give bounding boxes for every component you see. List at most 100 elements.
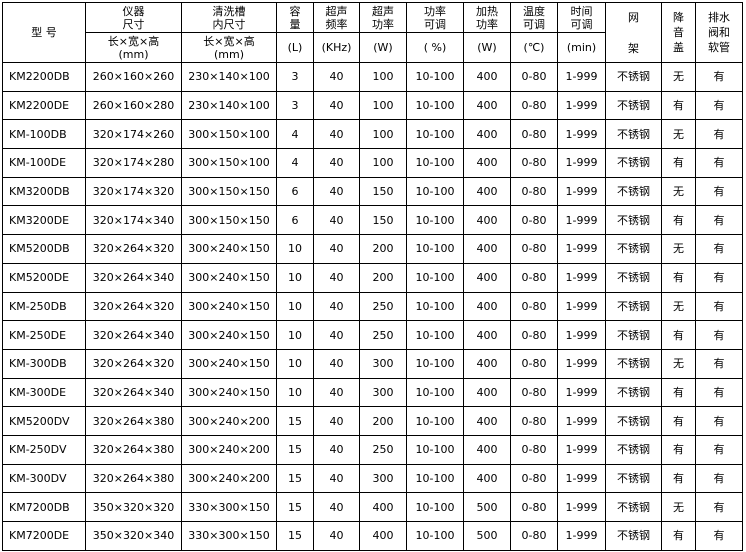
cell-power-adjust: 10-100 xyxy=(406,90,464,121)
cell-rack: 不锈钢 xyxy=(605,320,662,350)
header-capacity: 容量 xyxy=(276,2,314,33)
cell-frequency: 40 xyxy=(313,463,360,494)
cell-temperature: 0-80 xyxy=(510,90,558,121)
cell-model: KM-100DB xyxy=(2,119,86,150)
cell-frequency: 40 xyxy=(313,377,360,408)
cell-lid: 有 xyxy=(661,90,696,121)
cell-model: KM3200DB xyxy=(2,176,86,207)
cell-capacity: 4 xyxy=(276,119,314,150)
table-row: KM-300DE 320×264×340 300×240×150 10 40 300 10-… xyxy=(2,377,743,408)
cell-lid: 有 xyxy=(661,320,696,350)
cell-rack: 不锈钢 xyxy=(605,176,662,207)
cell-model: KM5200DV xyxy=(2,406,86,436)
cell-lid: 有 xyxy=(661,406,696,436)
cell-capacity: 15 xyxy=(276,492,314,522)
cell-power-adjust: 10-100 xyxy=(406,377,464,408)
cell-time: 1-999 xyxy=(557,377,606,408)
cell-drain: 有 xyxy=(695,148,743,178)
cell-capacity: 10 xyxy=(276,262,314,293)
table-row: KM-300DV 320×264×380 300×240×200 15 40 300 10-… xyxy=(2,463,743,494)
cell-drain: 有 xyxy=(695,234,743,264)
cell-rack: 不锈钢 xyxy=(605,234,662,264)
cell-instrument-size: 320×264×380 xyxy=(85,463,182,494)
cell-drain: 有 xyxy=(695,434,743,465)
cell-instrument-size: 350×320×340 xyxy=(85,521,182,551)
cell-temperature: 0-80 xyxy=(510,320,558,350)
cell-temperature: 0-80 xyxy=(510,234,558,264)
cell-capacity: 6 xyxy=(276,176,314,207)
cell-capacity: 10 xyxy=(276,377,314,408)
cell-temperature: 0-80 xyxy=(510,205,558,236)
cell-instrument-size: 320×264×340 xyxy=(85,262,182,293)
cell-model: KM5200DB xyxy=(2,234,86,264)
cell-lid: 无 xyxy=(661,291,696,322)
cell-time: 1-999 xyxy=(557,148,606,178)
header-heating: 加热 功率 xyxy=(463,2,511,33)
cell-time: 1-999 xyxy=(557,176,606,207)
cell-instrument-size: 320×264×340 xyxy=(85,377,182,408)
cell-time: 1-999 xyxy=(557,291,606,322)
unit-frequency: (KHz) xyxy=(313,32,360,63)
unit-heating: (W) xyxy=(463,32,511,63)
cell-rack: 不锈钢 xyxy=(605,148,662,178)
cell-heating: 400 xyxy=(463,406,511,436)
cell-tank-size: 230×140×100 xyxy=(181,62,277,92)
cell-frequency: 40 xyxy=(313,521,360,551)
cell-model: KM3200DE xyxy=(2,205,86,236)
cell-heating: 400 xyxy=(463,176,511,207)
cell-heating: 400 xyxy=(463,119,511,150)
cell-model: KM7200DE xyxy=(2,521,86,551)
cell-time: 1-999 xyxy=(557,90,606,121)
cell-lid: 有 xyxy=(661,262,696,293)
table-row: KM3200DE 320×174×340 300×150×150 6 40 150 10-1… xyxy=(2,205,743,236)
cell-rack: 不锈钢 xyxy=(605,492,662,522)
cell-time: 1-999 xyxy=(557,492,606,522)
unit-power: (W) xyxy=(359,32,407,63)
cell-temperature: 0-80 xyxy=(510,406,558,436)
cell-power-adjust: 10-100 xyxy=(406,234,464,264)
cell-tank-size: 300×150×100 xyxy=(181,119,277,150)
cell-tank-size: 330×300×150 xyxy=(181,492,277,522)
cell-power: 250 xyxy=(359,434,407,465)
cell-frequency: 40 xyxy=(313,205,360,236)
cell-power-adjust: 10-100 xyxy=(406,205,464,236)
header-instrument-size: 仪器 尺寸 xyxy=(85,2,182,33)
unit-capacity: (L) xyxy=(276,32,314,63)
cell-frequency: 40 xyxy=(313,434,360,465)
cell-tank-size: 230×140×100 xyxy=(181,90,277,121)
cell-lid: 有 xyxy=(661,377,696,408)
cell-frequency: 40 xyxy=(313,262,360,293)
table-row: KM-100DE 320×174×280 300×150×100 4 40 100 10-1… xyxy=(2,148,743,178)
cell-capacity: 15 xyxy=(276,434,314,465)
header-model: 型 号 xyxy=(2,2,86,63)
cell-drain: 有 xyxy=(695,348,743,379)
cell-temperature: 0-80 xyxy=(510,434,558,465)
cell-power: 150 xyxy=(359,176,407,207)
cell-lid: 无 xyxy=(661,176,696,207)
cell-drain: 有 xyxy=(695,320,743,350)
cell-instrument-size: 320×264×320 xyxy=(85,291,182,322)
cell-time: 1-999 xyxy=(557,406,606,436)
cell-frequency: 40 xyxy=(313,176,360,207)
table-row: KM-100DB 320×174×260 300×150×100 4 40 100 10-1… xyxy=(2,119,743,150)
cell-capacity: 10 xyxy=(276,291,314,322)
cell-model: KM-300DE xyxy=(2,377,86,408)
cell-power: 100 xyxy=(359,119,407,150)
cell-rack: 不锈钢 xyxy=(605,90,662,121)
cell-capacity: 15 xyxy=(276,463,314,494)
table-row: KM-250DV 320×264×380 300×240×200 15 40 250 10-… xyxy=(2,434,743,465)
cell-model: KM2200DB xyxy=(2,62,86,92)
cell-heating: 400 xyxy=(463,62,511,92)
unit-temperature: (℃) xyxy=(510,32,558,63)
cell-power: 250 xyxy=(359,291,407,322)
cell-temperature: 0-80 xyxy=(510,291,558,322)
cell-rack: 不锈钢 xyxy=(605,463,662,494)
cell-lid: 有 xyxy=(661,463,696,494)
cell-power-adjust: 10-100 xyxy=(406,492,464,522)
table-row: KM7200DB 350×320×320 330×300×150 15 40 400 10-… xyxy=(2,492,743,522)
header-rack: 网架 xyxy=(605,2,662,63)
cell-tank-size: 300×150×150 xyxy=(181,176,277,207)
cell-heating: 400 xyxy=(463,377,511,408)
cell-power-adjust: 10-100 xyxy=(406,406,464,436)
cell-instrument-size: 320×264×380 xyxy=(85,406,182,436)
